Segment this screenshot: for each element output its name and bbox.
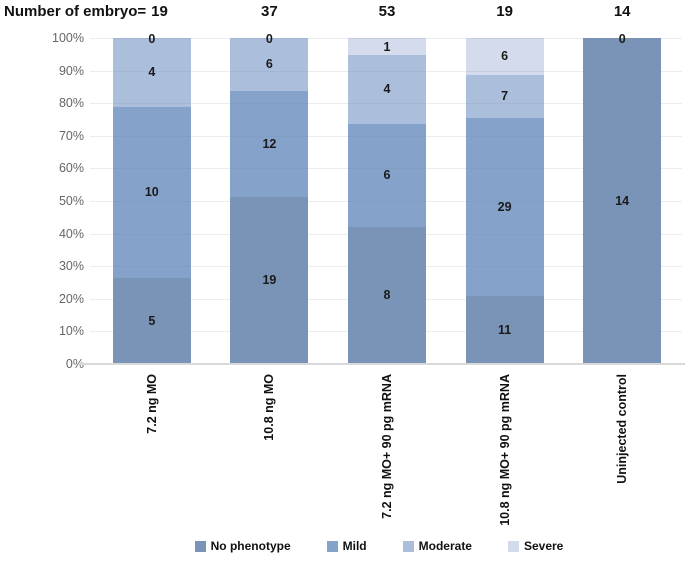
y-axis-tick-label: 100%	[52, 31, 84, 45]
embryo-count-value: 53	[378, 3, 396, 20]
bar-segment	[348, 226, 426, 364]
legend-label: No phenotype	[210, 539, 291, 553]
legend-swatch-icon	[507, 540, 519, 552]
bar-segment	[230, 38, 309, 91]
y-axis-tick-label: 60%	[58, 161, 84, 176]
data-label: 0	[148, 32, 156, 46]
x-axis-line	[80, 363, 685, 365]
data-label: 1	[383, 39, 391, 54]
data-label: 29	[497, 200, 512, 215]
chart-legend: No phenotype Mild Moderate Severe	[83, 539, 675, 553]
category-label: 7.2 ng MO	[144, 374, 159, 434]
y-axis-tick-label: 80%	[58, 96, 84, 111]
bar-segment	[583, 38, 662, 364]
bar-segment	[348, 38, 426, 56]
data-label: 6	[383, 168, 391, 183]
gridline	[90, 298, 682, 300]
category-label: 10.8 ng MO+ 90 pg mRNA	[497, 374, 512, 526]
data-label: 8	[383, 288, 391, 303]
y-axis-tick-label: 20%	[58, 291, 84, 306]
embryo-count-label: Number of embryo=	[4, 3, 147, 20]
legend-label: Severe	[523, 539, 564, 553]
data-label: 11	[497, 323, 512, 338]
category-label: Uninjected control	[615, 374, 630, 484]
embryo-count-value: 14	[613, 3, 631, 20]
legend-item: Severe	[507, 539, 564, 553]
data-label: 7	[501, 89, 509, 104]
data-label: 6	[265, 57, 273, 72]
y-axis-tick-label: 50%	[58, 194, 84, 208]
gridline	[90, 201, 682, 202]
bar-segment	[465, 74, 544, 118]
y-axis-tick-label: 0%	[65, 357, 84, 371]
embryo-count-value: 37	[261, 3, 278, 20]
gridline	[90, 70, 682, 72]
data-label: 14	[615, 194, 630, 208]
gridline	[90, 331, 682, 333]
bar-segment	[112, 106, 191, 279]
category-label: 10.8 ng MO	[262, 374, 277, 441]
gridline	[90, 266, 682, 268]
data-label: 4	[148, 65, 156, 80]
legend-label: Mild	[342, 539, 367, 553]
data-label: 0	[265, 32, 273, 46]
embryo-count-value: 19	[151, 3, 168, 20]
gridline	[90, 233, 682, 235]
y-axis-tick-label: 10%	[58, 324, 84, 339]
y-axis-tick-label: 70%	[58, 128, 84, 143]
data-label: 0	[618, 32, 626, 46]
data-label: 10	[144, 185, 159, 200]
data-label: 12	[262, 136, 277, 151]
bar-segment	[465, 38, 544, 75]
legend-label: Moderate	[418, 539, 472, 553]
embryo-count-header: Number of embryo= 19 37 53 19 14	[4, 3, 685, 23]
legend-item: No phenotype	[194, 539, 291, 553]
legend-swatch-icon	[326, 540, 338, 552]
legend-swatch-icon	[402, 540, 414, 552]
bar-segment	[465, 117, 544, 297]
embryo-count-value: 19	[496, 3, 513, 20]
legend-swatch-icon	[194, 540, 206, 552]
gridline	[90, 168, 682, 170]
y-axis-tick-label: 90%	[58, 63, 84, 78]
legend-item: Mild	[326, 539, 367, 553]
data-label: 19	[262, 273, 277, 288]
bar-segment	[112, 278, 191, 364]
legend-item: Moderate	[402, 539, 472, 553]
y-axis-tick-label: 30%	[58, 259, 84, 274]
bar-segment	[465, 296, 544, 364]
bar-segment	[112, 38, 191, 107]
bar-segment	[348, 55, 426, 124]
gridline	[90, 38, 682, 39]
data-label: 4	[383, 82, 391, 97]
bar-segment	[348, 123, 426, 227]
category-label: 7.2 ng MO+ 90 pg mRNA	[380, 374, 394, 519]
gridline	[90, 103, 682, 105]
y-axis-tick-label: 40%	[58, 226, 84, 241]
bar-segment	[230, 196, 309, 364]
gridline	[90, 135, 682, 137]
bar-segment	[230, 90, 309, 197]
data-label: 6	[501, 49, 509, 64]
data-label: 5	[148, 314, 156, 329]
